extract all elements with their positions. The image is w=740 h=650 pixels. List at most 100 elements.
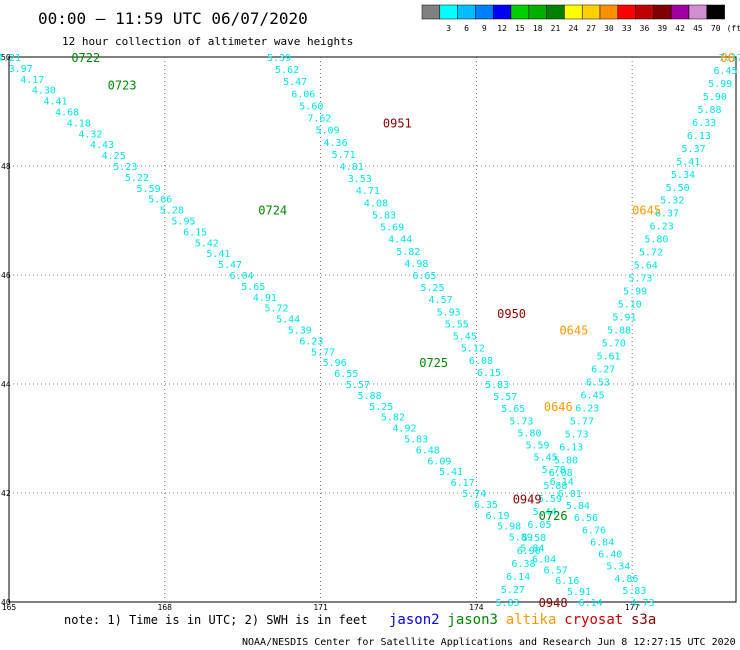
wave-height-label: 5.58 bbox=[522, 533, 546, 544]
legend-swatch bbox=[635, 4, 654, 20]
wave-height-label: 5.66 bbox=[148, 195, 172, 206]
wave-height-label: 6.06 bbox=[291, 89, 315, 100]
legend-swatch bbox=[653, 4, 672, 20]
wave-height-label: 5.61 bbox=[596, 351, 620, 362]
y-tick-label: 50 bbox=[1, 53, 11, 62]
wave-height-label: 5.44 bbox=[276, 315, 300, 326]
wave-height-label: 6.38 bbox=[511, 559, 535, 570]
wave-height-label: 6.14 bbox=[550, 477, 574, 488]
legend-tick-label: 3 bbox=[446, 24, 451, 33]
wave-height-label: 5.80 bbox=[644, 235, 668, 246]
legend-swatch bbox=[688, 4, 708, 20]
wave-height-label: 5.41 bbox=[676, 157, 700, 168]
wave-height-label: 6.15 bbox=[183, 227, 207, 238]
wave-height-label: 6.76 bbox=[582, 525, 606, 536]
wave-height-label: 5.77 bbox=[311, 347, 335, 358]
legend-tick-label: 27 bbox=[586, 24, 596, 33]
wave-height-label: 5.42 bbox=[195, 238, 219, 249]
wave-height-label: 6.13 bbox=[687, 131, 711, 142]
wave-height-label: 4.71 bbox=[356, 186, 380, 197]
legend-unit: (ft) bbox=[727, 24, 740, 33]
wave-height-label: 5.65 bbox=[501, 404, 525, 415]
x-tick-label: 168 bbox=[158, 603, 173, 612]
legend-tick-label: 24 bbox=[568, 24, 578, 33]
wave-height-label: 5.90 bbox=[703, 92, 727, 103]
wave-height-label: 4.18 bbox=[67, 118, 91, 129]
pass-time-label: 0948 bbox=[539, 596, 568, 610]
wave-height-label: 5.72 bbox=[639, 248, 663, 259]
legend-tick-label: 45 bbox=[693, 24, 703, 33]
axis-ticks: 165 168 171 174 177 40 42 44 46 48 50 bbox=[1, 53, 640, 612]
wave-height-label: 5.57 bbox=[493, 392, 517, 403]
legend-swatch bbox=[492, 4, 512, 20]
wave-height-label: 5.45 bbox=[453, 332, 477, 343]
wave-height-label: 5.22 bbox=[125, 173, 149, 184]
wave-height-label: 5.83 bbox=[404, 435, 428, 446]
wave-height-label: 7.62 bbox=[307, 114, 331, 125]
grid-lines bbox=[9, 57, 736, 602]
wave-height-label: 5.55 bbox=[445, 319, 469, 330]
satellite-name: cryosat bbox=[564, 612, 623, 628]
wave-height-label: 5.98 bbox=[497, 522, 521, 533]
wave-height-label: 6.04 bbox=[532, 554, 556, 565]
legend-tick-label: 12 bbox=[497, 24, 507, 33]
wave-height-label: 5.65 bbox=[241, 282, 265, 293]
wave-height-label: 4.57 bbox=[429, 295, 453, 306]
wave-height-label: 7.17 bbox=[719, 53, 740, 64]
wave-height-label: 5.78 bbox=[542, 465, 566, 476]
legend-tick-label: 18 bbox=[533, 24, 543, 33]
wave-height-label: 5.47 bbox=[218, 260, 242, 271]
pass-time-label: 0723 bbox=[108, 78, 137, 92]
wave-height-label: 5.83 bbox=[622, 586, 646, 597]
wave-height-label: 6.56 bbox=[574, 513, 598, 524]
pass-time-label: 0722 bbox=[71, 51, 100, 65]
wave-height-label: 6.14 bbox=[579, 598, 603, 609]
wave-height-label: 5.95 bbox=[171, 217, 195, 228]
wave-height-label: 5.83 bbox=[495, 598, 519, 609]
wave-height-label: 6.40 bbox=[598, 550, 622, 561]
pass-time-label: 0645 bbox=[559, 324, 588, 338]
wave-height-label: 6.19 bbox=[485, 511, 509, 522]
wave-height-label: 6.57 bbox=[544, 565, 568, 576]
legend-swatch bbox=[581, 4, 601, 20]
wave-height-label: 6.33 bbox=[692, 118, 716, 129]
wave-height-label: 5.73 bbox=[509, 416, 533, 427]
legend-swatch bbox=[475, 4, 494, 20]
wave-height-label: 6.08 bbox=[549, 468, 573, 479]
legend-swatch bbox=[546, 4, 565, 20]
wave-height-label: 5.32 bbox=[660, 196, 684, 207]
wave-height-label: 5.91 bbox=[612, 313, 636, 324]
legend-swatch bbox=[421, 4, 441, 20]
x-tick-label: 174 bbox=[469, 603, 484, 612]
wave-height-label: 5.10 bbox=[618, 300, 642, 311]
wave-height-label: 5.60 bbox=[299, 101, 323, 112]
wave-height-label: 5.88 bbox=[697, 105, 721, 116]
wave-height-label: 5.41 bbox=[206, 249, 230, 260]
legend-swatch bbox=[439, 4, 458, 20]
wave-height-label: 6.55 bbox=[334, 369, 358, 380]
satellite-legend: jason2 jason3 altika cryosat s3a bbox=[389, 612, 656, 628]
wave-height-label: 4.73 bbox=[630, 598, 654, 609]
wave-height-label: 5.25 bbox=[420, 283, 444, 294]
wave-height-label: 5.83 bbox=[372, 210, 396, 221]
wave-height-label: 5.73 bbox=[565, 429, 589, 440]
wave-height-label: 6.15 bbox=[477, 368, 501, 379]
legend-tick-label: 9 bbox=[482, 24, 487, 33]
wave-height-label: 6.08 bbox=[469, 356, 493, 367]
wave-height-label: 3.97 bbox=[9, 64, 33, 75]
legend-tick-label: 36 bbox=[640, 24, 650, 33]
wave-height-label: 5.47 bbox=[283, 77, 307, 88]
wave-height-label: 5.96 bbox=[323, 358, 347, 369]
pass-time-label: 0646 bbox=[544, 400, 573, 414]
wave-height-label: 5.70 bbox=[602, 338, 626, 349]
legend-tick-label: 39 bbox=[657, 24, 667, 33]
satellite-name: jason3 bbox=[447, 612, 498, 628]
wave-height-label: 3.53 bbox=[348, 174, 372, 185]
legend-swatch bbox=[706, 4, 725, 20]
wave-height-label: 5.89 bbox=[509, 533, 533, 544]
wave-height-label: 5.28 bbox=[160, 206, 184, 217]
wave-height-label: 6.23 bbox=[650, 222, 674, 233]
satellite-name: s3a bbox=[631, 612, 656, 628]
wave-height-label: 4.43 bbox=[90, 140, 114, 151]
